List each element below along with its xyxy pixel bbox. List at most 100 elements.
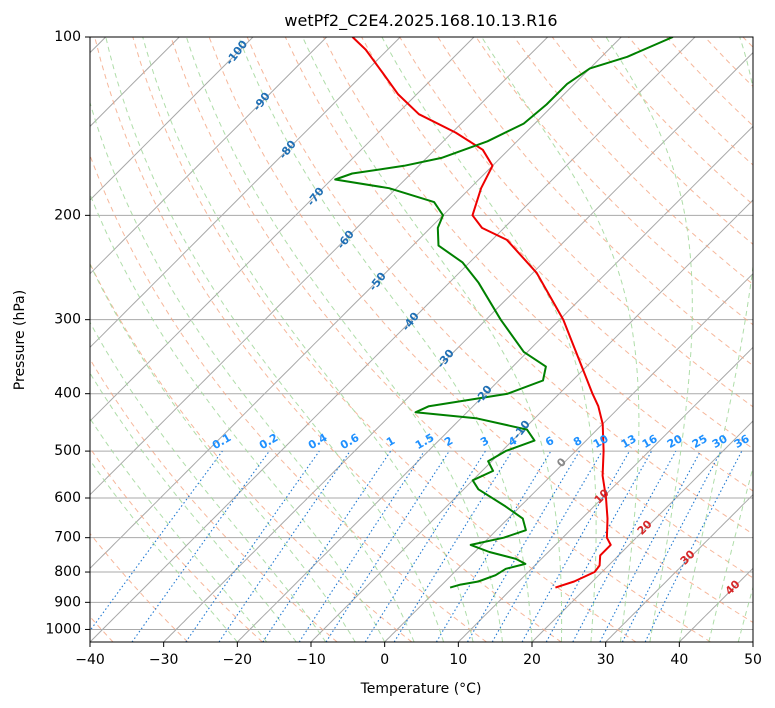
moist-adiabat-line <box>142 37 474 642</box>
mixing-ratio-label: 10 <box>591 432 611 451</box>
dry-adiabat-label: -30 <box>434 347 457 371</box>
dry-adiabat-line <box>361 37 753 450</box>
y-tick-label: 900 <box>54 594 81 610</box>
y-tick-label: 1000 <box>45 621 81 637</box>
dry-adiabat-line <box>90 153 487 642</box>
moist-adiabat-label: 30 <box>678 547 698 567</box>
mixing-ratio-label: 2 <box>442 434 455 449</box>
moist-adiabat-label: 40 <box>723 577 743 597</box>
dry-adiabat-line <box>132 37 637 642</box>
mixing-ratio-label: 6 <box>543 434 556 449</box>
x-tick-label: 30 <box>597 652 615 668</box>
isotherm-line <box>236 125 753 642</box>
y-tick-label: 700 <box>54 530 81 546</box>
mixing-ratio-label: 0.6 <box>338 431 362 452</box>
y-axis: 100 200 300 400 500 600 700 800 900 1000 <box>45 29 90 637</box>
isotherm-line <box>90 37 401 349</box>
mixing-ratio-label: 0.4 <box>306 431 330 452</box>
moist-adiabat-line <box>185 37 503 642</box>
dry-adiabat-line <box>90 532 189 642</box>
isotherm-line <box>90 37 475 422</box>
series-layer <box>334 37 674 589</box>
mixing-ratio-line <box>545 450 653 642</box>
mixing-ratio-label: 20 <box>665 432 685 451</box>
mixing-ratio-line <box>467 450 580 642</box>
isotherm-line <box>163 51 753 642</box>
y-axis-title: Pressure (hPa) <box>12 290 28 390</box>
dry-adiabat-line <box>513 37 753 285</box>
isotherm-line <box>310 199 753 642</box>
plot-frame <box>89 36 754 643</box>
mixing-ratio-label: 8 <box>571 434 584 449</box>
moist-adiabat-line <box>605 37 693 642</box>
y-tick-label: 200 <box>54 207 81 223</box>
dewpoint-line <box>334 37 674 589</box>
mixing-ratio-line <box>298 450 425 642</box>
mixing-ratio-label: 1.5 <box>413 431 436 452</box>
mixing-ratio-line <box>572 450 677 642</box>
mixing-ratio-label: 13 <box>619 432 639 451</box>
moist-adiabat-line <box>481 37 640 642</box>
x-tick-label: 20 <box>523 652 541 668</box>
moist-adiabat-line <box>90 192 386 642</box>
dry-adiabat-line <box>170 37 711 642</box>
mixing-ratio-line <box>185 450 320 642</box>
moist-adiabat-line <box>737 585 753 642</box>
moist-adiabat-line <box>302 37 563 642</box>
mixing-ratio-label: 16 <box>640 432 660 451</box>
x-tick-label: 10 <box>449 652 467 668</box>
dry-adiabat-line <box>284 37 753 535</box>
mixing-ratio-line <box>262 450 392 642</box>
moist-adiabat-line <box>90 100 415 642</box>
x-tick-label: −10 <box>296 652 326 668</box>
dry-adiabat-line <box>246 37 753 579</box>
mixing-ratio-label: 1 <box>384 434 397 449</box>
isotherm-line <box>384 272 753 642</box>
dry-adiabat-line <box>208 37 753 624</box>
isotherm-line <box>90 37 549 496</box>
mixing-ratio-line <box>90 450 223 632</box>
moist-adiabat-line <box>90 459 238 642</box>
moist-adiabat-line <box>90 372 297 642</box>
x-axis: −40 −30 −20 −10 0 10 20 30 40 50 <box>75 642 762 668</box>
x-tick-label: 50 <box>744 652 762 668</box>
y-tick-label: 400 <box>54 386 81 402</box>
isotherm-line <box>457 346 753 642</box>
x-tick-label: −20 <box>223 652 253 668</box>
dry-adiabat-line <box>742 37 753 48</box>
y-tick-label: 500 <box>54 443 81 459</box>
isotherm-line <box>752 641 753 642</box>
mixing-ratio-line <box>644 450 743 642</box>
dry-adiabat-line <box>666 37 753 127</box>
isotherm-line <box>531 420 753 642</box>
mixing-ratio-label: 0.1 <box>210 431 233 452</box>
dry-adiabat-line <box>590 37 753 206</box>
dry-adiabat-line <box>90 358 338 642</box>
dry-adiabat-label: -70 <box>304 185 327 209</box>
mixing-ratio-line <box>364 450 486 642</box>
isotherm-line <box>90 37 328 275</box>
x-tick-label: 0 <box>380 652 389 668</box>
dry-adiabat-line <box>475 37 753 326</box>
grid-layer <box>90 37 753 642</box>
y-tick-label: 300 <box>54 312 81 328</box>
moist-adiabat-label: 20 <box>635 517 655 537</box>
x-axis-title: Temperature (°C) <box>360 681 482 697</box>
moist-adiabat-line <box>238 37 533 642</box>
isotherm-line <box>90 37 696 642</box>
dry-adiabat-line <box>399 37 753 408</box>
y-tick-label: 800 <box>54 564 81 580</box>
mixing-ratio-line <box>218 450 351 642</box>
mixing-ratio-line <box>131 450 270 642</box>
x-tick-label: 40 <box>670 652 688 668</box>
dry-adiabat-line <box>94 37 562 642</box>
dry-adiabat-line <box>90 262 413 642</box>
mixing-ratio-label: 36 <box>732 432 752 451</box>
moist-adiabat-label: 10 <box>592 486 612 506</box>
isotherm-line <box>605 493 753 642</box>
dry-adiabat-label: -100 <box>223 38 250 68</box>
isotherm-line <box>90 37 254 201</box>
mixing-ratio-line <box>325 450 450 642</box>
mixing-ratio-label: 30 <box>710 432 730 451</box>
